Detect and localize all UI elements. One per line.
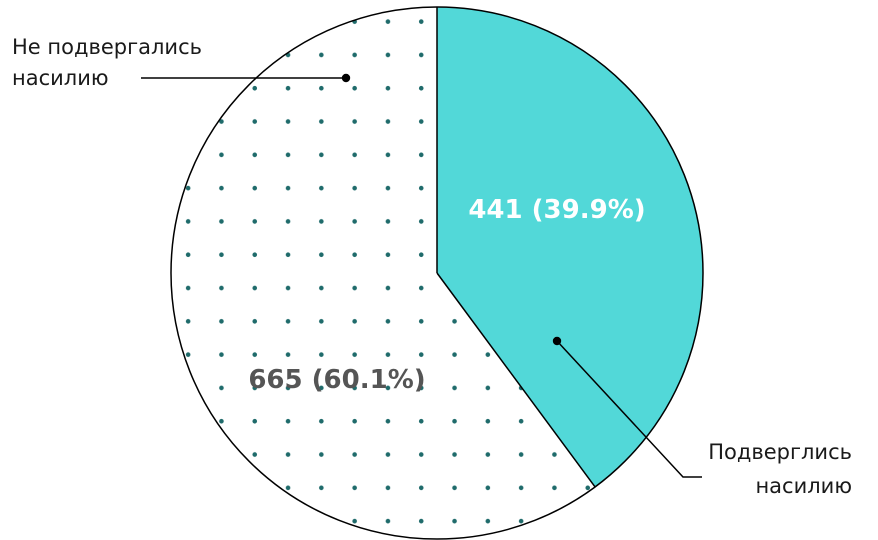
- callout-not-abused: Не подвергались насилию: [12, 35, 351, 90]
- legend-label-not-abused-line1: Не подвергались: [12, 35, 202, 59]
- legend-label-abused-line2: насилию: [755, 474, 852, 498]
- leader-dot-not-abused: [341, 73, 351, 83]
- value-label-not-abused: 665 (60.1%): [248, 365, 425, 395]
- slice-not-abused: [171, 7, 596, 539]
- leader-dot-abused: [552, 336, 562, 346]
- slice-divider-bottom: [436, 272, 596, 488]
- leader-line-abused: [556, 340, 702, 478]
- legend-label-not-abused-line2: насилию: [12, 66, 109, 90]
- value-label-abused: 441 (39.9%): [468, 195, 645, 225]
- slice-abused: [437, 6, 704, 487]
- callout-abused: Подверглись насилию: [552, 336, 852, 498]
- legend-label-abused-line1: Подверглись: [708, 440, 852, 464]
- slice-layer: [171, 6, 704, 539]
